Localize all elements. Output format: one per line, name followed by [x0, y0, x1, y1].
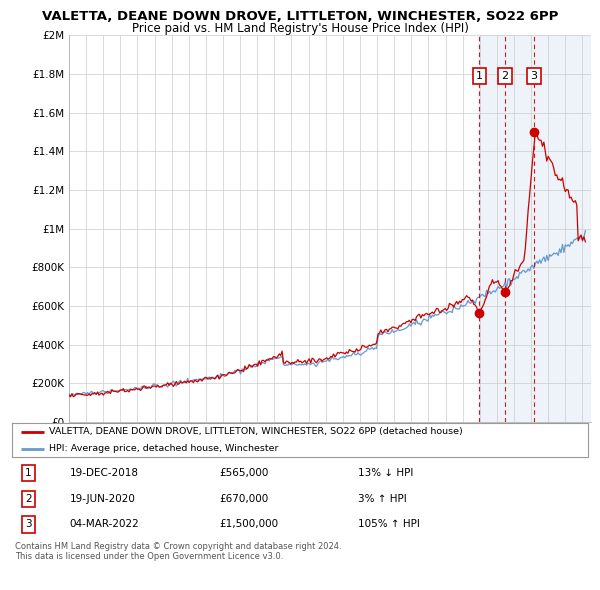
Text: £565,000: £565,000	[220, 468, 269, 478]
Text: 13% ↓ HPI: 13% ↓ HPI	[358, 468, 413, 478]
Text: VALETTA, DEANE DOWN DROVE, LITTLETON, WINCHESTER, SO22 6PP (detached house): VALETTA, DEANE DOWN DROVE, LITTLETON, WI…	[49, 427, 463, 436]
Text: 19-JUN-2020: 19-JUN-2020	[70, 494, 136, 504]
Text: Price paid vs. HM Land Registry's House Price Index (HPI): Price paid vs. HM Land Registry's House …	[131, 22, 469, 35]
Text: 2: 2	[25, 494, 31, 504]
Text: Contains HM Land Registry data © Crown copyright and database right 2024.
This d: Contains HM Land Registry data © Crown c…	[15, 542, 341, 561]
Text: HPI: Average price, detached house, Winchester: HPI: Average price, detached house, Winc…	[49, 444, 279, 453]
Text: 3: 3	[530, 71, 538, 81]
Text: VALETTA, DEANE DOWN DROVE, LITTLETON, WINCHESTER, SO22 6PP: VALETTA, DEANE DOWN DROVE, LITTLETON, WI…	[42, 10, 558, 23]
Text: £1,500,000: £1,500,000	[220, 519, 278, 529]
Text: 04-MAR-2022: 04-MAR-2022	[70, 519, 139, 529]
Bar	[479, 35, 591, 422]
Text: 3% ↑ HPI: 3% ↑ HPI	[358, 494, 406, 504]
Text: 1: 1	[476, 71, 483, 81]
Text: 2: 2	[502, 71, 508, 81]
Text: 1: 1	[25, 468, 31, 478]
Text: 105% ↑ HPI: 105% ↑ HPI	[358, 519, 419, 529]
Text: 19-DEC-2018: 19-DEC-2018	[70, 468, 139, 478]
Text: £670,000: £670,000	[220, 494, 269, 504]
Text: 3: 3	[25, 519, 31, 529]
